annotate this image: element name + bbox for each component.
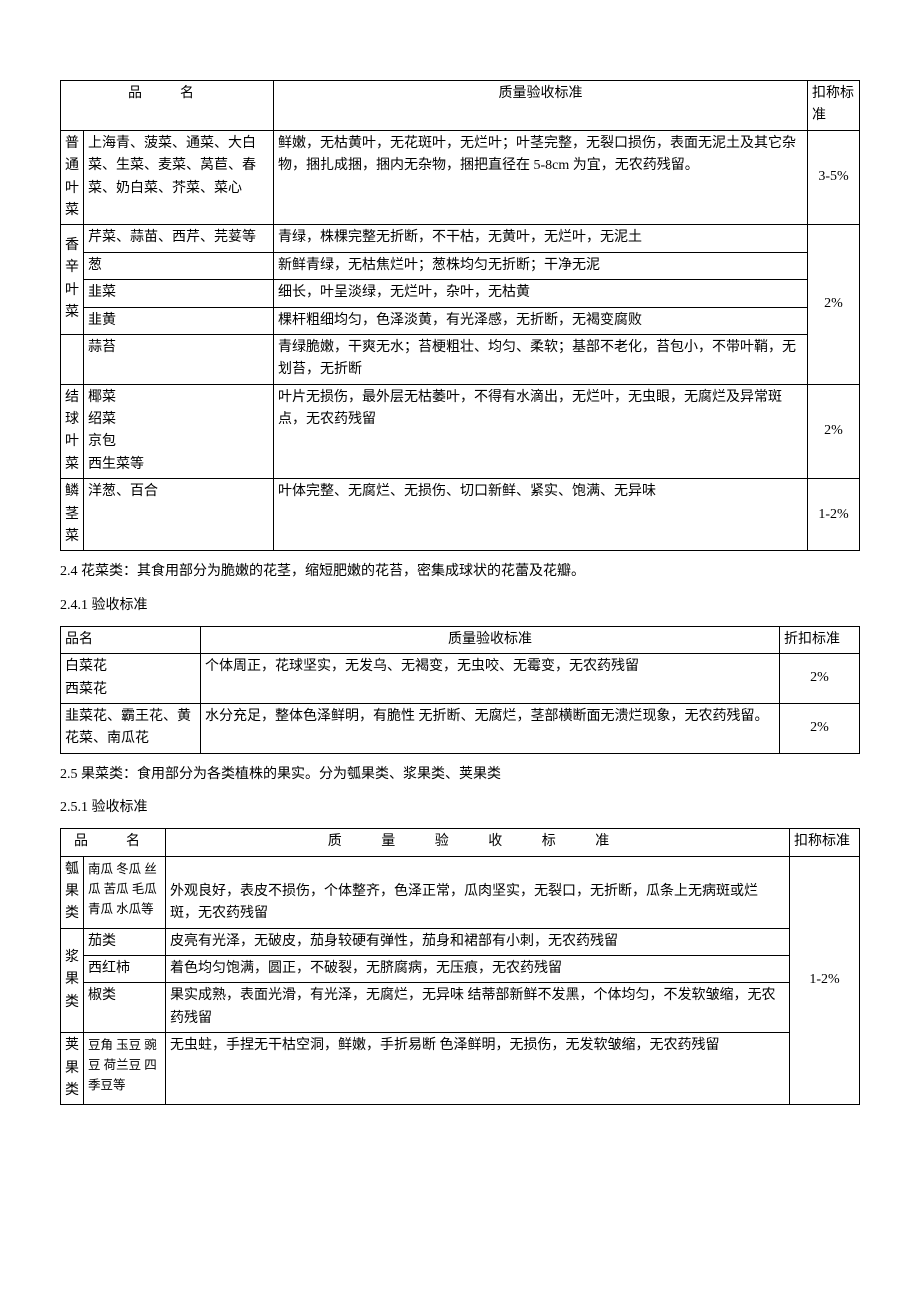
items-cell: 葱 xyxy=(84,252,274,279)
standard-cell: 细长，叶呈淡绿，无烂叶，杂叶，无枯黄 xyxy=(274,280,808,307)
header-discount: 折扣标准 xyxy=(780,626,860,653)
standard-cell: 果实成熟，表面光滑，有光泽，无腐烂，无异味 结蒂部新鲜不发黑，个体均匀，不发软皱… xyxy=(166,983,790,1033)
category-putong: 普通叶菜 xyxy=(61,130,84,225)
table-leaf-vegetables: 品 名 质量验收标准 扣称标准 普通叶菜 上海青、菠菜、通菜、大白菜、生菜、麦菜… xyxy=(60,80,860,551)
category-xiangxin: 香辛叶菜 xyxy=(61,225,84,335)
standard-cell: 外观良好，表皮不损伤，个体整齐，色泽正常，瓜肉坚实，无裂口，无折断，瓜条上无病斑… xyxy=(166,856,790,928)
standard-cell: 叶体完整、无腐烂、无损伤、切口新鲜、紧实、饱满、无异味 xyxy=(274,479,808,551)
standard-cell: 青绿，株棵完整无折断，不干枯，无黄叶，无烂叶，无泥土 xyxy=(274,225,808,252)
items-cell: 韭菜 xyxy=(84,280,274,307)
discount-cell: 3-5% xyxy=(808,130,860,225)
table-fruit-vegetables: 品 名 质 量 验 收 标 准 扣称标准 瓠果类 南瓜 冬瓜 丝瓜 苦瓜 毛瓜 … xyxy=(60,828,860,1105)
standard-cell: 青绿脆嫩，干爽无水；苔梗粗壮、均匀、柔软；基部不老化，苔包小，不带叶鞘，无划苔，… xyxy=(274,334,808,384)
items-cell: 白菜花西菜花 xyxy=(61,654,201,704)
standard-cell: 新鲜青绿，无枯焦烂叶；葱株均匀无折断；干净无泥 xyxy=(274,252,808,279)
standard-cell: 叶片无损伤，最外层无枯萎叶，不得有水滴出，无烂叶，无虫眼，无腐烂及异常斑点，无农… xyxy=(274,384,808,479)
items-cell: 洋葱、百合 xyxy=(84,479,274,551)
section-25: 2.5 果菜类：食用部分为各类植株的果实。分为瓠果类、浆果类、荚果类 xyxy=(60,762,860,787)
category-linjing: 鳞茎菜 xyxy=(61,479,84,551)
header-standard: 质量验收标准 xyxy=(201,626,780,653)
standard-cell: 无虫蛀，手捏无干枯空洞，鲜嫩，手折易断 色泽鲜明，无损伤，无发软皱缩，无农药残留 xyxy=(166,1033,790,1105)
section-251: 2.5.1 验收标准 xyxy=(60,795,860,820)
discount-cell: 2% xyxy=(780,654,860,704)
header-standard: 质 量 验 收 标 准 xyxy=(166,829,790,856)
section-24: 2.4 花菜类：其食用部分为脆嫩的花茎，缩短肥嫩的花苔，密集成球状的花蕾及花瓣。 xyxy=(60,559,860,584)
discount-cell: 1-2% xyxy=(808,479,860,551)
header-discount: 扣称标准 xyxy=(790,829,860,856)
header-name: 品 名 xyxy=(61,829,166,856)
category-jieqiu: 结球叶菜 xyxy=(61,384,84,479)
items-cell: 蒜苔 xyxy=(84,334,274,384)
items-cell: 上海青、菠菜、通菜、大白菜、生菜、麦菜、莴苣、春菜、奶白菜、芥菜、菜心 xyxy=(84,130,274,225)
standard-cell: 鲜嫩，无枯黄叶，无花斑叶，无烂叶；叶茎完整，无裂口损伤，表面无泥土及其它杂物，捆… xyxy=(274,130,808,225)
items-cell: 韭黄 xyxy=(84,307,274,334)
items-cell: 南瓜 冬瓜 丝瓜 苦瓜 毛瓜 青瓜 水瓜等 xyxy=(84,856,166,928)
standard-cell: 着色均匀饱满，圆正，不破裂，无脐腐病，无压痕，无农药残留 xyxy=(166,956,790,983)
items-cell: 椒类 xyxy=(84,983,166,1033)
items-cell: 茄类 xyxy=(84,928,166,955)
items-cell: 西红柿 xyxy=(84,956,166,983)
discount-cell: 2% xyxy=(808,225,860,384)
header-name: 品 名 xyxy=(61,81,274,131)
standard-cell: 皮亮有光泽，无破皮，茄身较硬有弹性，茄身和裙部有小刺，无农药残留 xyxy=(166,928,790,955)
items-cell: 豆角 玉豆 豌豆 荷兰豆 四季豆等 xyxy=(84,1033,166,1105)
discount-cell: 2% xyxy=(808,384,860,479)
discount-cell: 1-2% xyxy=(790,856,860,1105)
header-standard: 质量验收标准 xyxy=(274,81,808,131)
standard-cell: 个体周正，花球坚实，无发乌、无褐变，无虫咬、无霉变，无农药残留 xyxy=(201,654,780,704)
items-cell: 韭菜花、霸王花、黄花菜、南瓜花 xyxy=(61,703,201,753)
discount-cell: 2% xyxy=(780,703,860,753)
standard-cell: 水分充足，整体色泽鲜明，有脆性 无折断、无腐烂，茎部横断面无溃烂现象，无农药残留… xyxy=(201,703,780,753)
standard-cell: 棵杆粗细均匀，色泽淡黄，有光泽感，无折断，无褐变腐败 xyxy=(274,307,808,334)
table-flower-vegetables: 品名 质量验收标准 折扣标准 白菜花西菜花 个体周正，花球坚实，无发乌、无褐变，… xyxy=(60,626,860,754)
section-241: 2.4.1 验收标准 xyxy=(60,593,860,618)
category-jiangguo: 浆果类 xyxy=(61,928,84,1033)
items-cell: 芹菜、蒜苗、西芹、芫荽等 xyxy=(84,225,274,252)
category-jiaguo: 荚果类 xyxy=(61,1033,84,1105)
empty-cell xyxy=(61,334,84,384)
category-huguo: 瓠果类 xyxy=(61,856,84,928)
header-name: 品名 xyxy=(61,626,201,653)
items-cell: 椰菜绍菜京包西生菜等 xyxy=(84,384,274,479)
header-discount: 扣称标准 xyxy=(808,81,860,131)
